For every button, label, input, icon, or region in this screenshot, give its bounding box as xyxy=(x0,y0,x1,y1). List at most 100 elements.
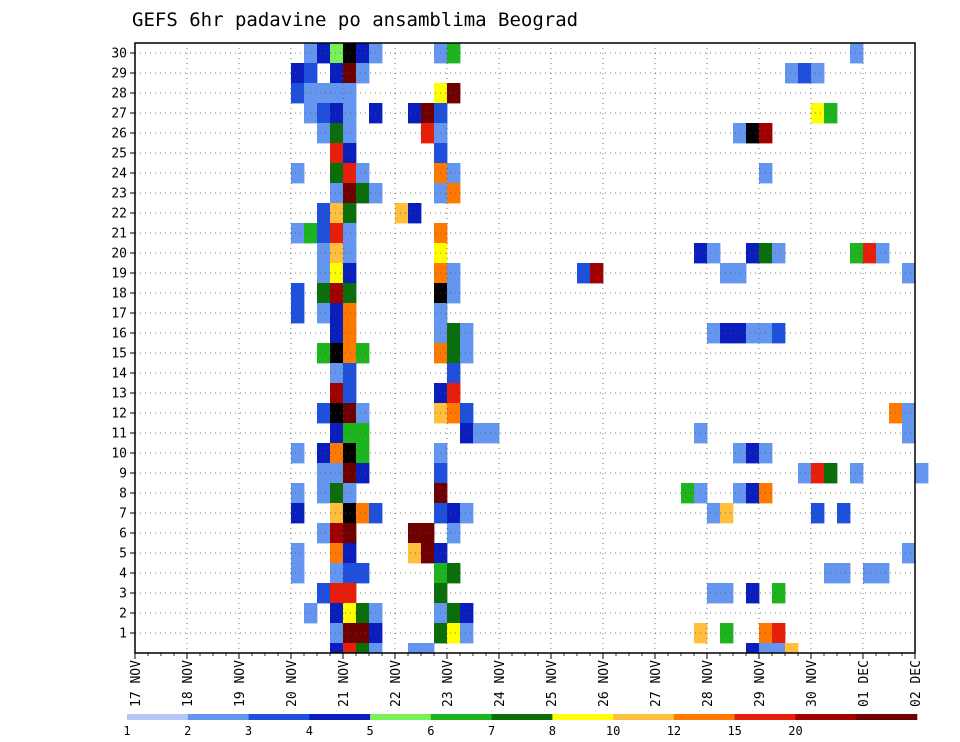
heatmap-cell xyxy=(746,643,760,654)
heatmap-cell xyxy=(330,423,344,444)
colorbar-swatch xyxy=(491,714,553,720)
colorbar-swatch xyxy=(309,714,371,720)
heatmap-cell xyxy=(317,583,331,604)
heatmap-cell xyxy=(447,163,461,184)
heatmap-cell xyxy=(460,623,474,644)
heatmap-cell xyxy=(330,263,344,284)
colorbar-swatch xyxy=(856,714,918,720)
heatmap-cell xyxy=(317,343,331,364)
heatmap-cell xyxy=(343,523,357,544)
heatmap-cell xyxy=(291,223,305,244)
heatmap-cell xyxy=(343,243,357,264)
heatmap-cell xyxy=(850,243,864,264)
x-tick-label: 24 NOV xyxy=(493,660,508,707)
heatmap-cell xyxy=(356,463,370,484)
y-tick-label: 25 xyxy=(111,147,127,162)
heatmap-cell xyxy=(486,423,500,444)
heatmap-cell xyxy=(746,123,760,144)
heatmap-cell xyxy=(330,623,344,644)
heatmap-cell xyxy=(343,263,357,284)
heatmap-cell xyxy=(343,623,357,644)
heatmap-cell xyxy=(330,463,344,484)
heatmap-cell xyxy=(798,463,812,484)
heatmap-cell xyxy=(330,43,344,64)
heatmap-cell xyxy=(356,503,370,524)
heatmap-cell xyxy=(369,643,383,654)
y-tick-label: 2 xyxy=(119,607,127,622)
heatmap-cell xyxy=(356,603,370,624)
heatmap-cell xyxy=(317,443,331,464)
y-tick-label: 8 xyxy=(119,487,127,502)
colorbar-label: 3 xyxy=(245,724,252,738)
heatmap-cell xyxy=(811,503,825,524)
heatmap-cell xyxy=(330,443,344,464)
heatmap-cell xyxy=(447,383,461,404)
heatmap-cell xyxy=(330,523,344,544)
y-tick-label: 26 xyxy=(111,127,127,142)
heatmap-cell xyxy=(460,323,474,344)
heatmap-cell xyxy=(317,223,331,244)
heatmap-cell xyxy=(330,63,344,84)
heatmap-cell xyxy=(785,63,799,84)
heatmap-cell xyxy=(317,123,331,144)
heatmap-cell xyxy=(720,323,734,344)
heatmap-cell xyxy=(772,323,786,344)
heatmap-cell xyxy=(343,563,357,584)
colorbar-label: 1 xyxy=(123,724,130,738)
heatmap-cell xyxy=(447,603,461,624)
heatmap-cell xyxy=(291,443,305,464)
heatmap-cell xyxy=(343,463,357,484)
heatmap-cell xyxy=(343,163,357,184)
x-tick-label: 21 NOV xyxy=(337,660,352,707)
x-tick-label: 30 NOV xyxy=(805,660,820,707)
heatmap-cell xyxy=(330,283,344,304)
heatmap-cell xyxy=(811,463,825,484)
heatmap-cell xyxy=(733,123,747,144)
heatmap-cell xyxy=(720,623,734,644)
heatmap-cell xyxy=(408,523,422,544)
colorbar-label: 20 xyxy=(788,724,802,738)
heatmap-cell xyxy=(356,43,370,64)
heatmap-cell xyxy=(330,383,344,404)
y-tick-label: 3 xyxy=(119,587,127,602)
x-tick-label: 20 NOV xyxy=(285,660,300,707)
heatmap-cell xyxy=(291,543,305,564)
heatmap-cell xyxy=(343,543,357,564)
heatmap-cell xyxy=(356,623,370,644)
heatmap-cell xyxy=(343,283,357,304)
heatmap-cell xyxy=(343,123,357,144)
heatmap-cell xyxy=(733,263,747,284)
heatmap-cell xyxy=(343,443,357,464)
heatmap-cell xyxy=(317,83,331,104)
heatmap-cell xyxy=(447,623,461,644)
heatmap-cell xyxy=(915,463,929,484)
heatmap-cell xyxy=(317,483,331,504)
y-tick-label: 4 xyxy=(119,567,127,582)
heatmap-cell xyxy=(356,63,370,84)
heatmap-cell xyxy=(577,263,591,284)
heatmap-cell xyxy=(876,243,890,264)
heatmap-cell xyxy=(330,83,344,104)
heatmap-cell xyxy=(395,203,409,224)
x-tick-label: 29 NOV xyxy=(753,660,768,707)
heatmap-cell xyxy=(330,103,344,124)
y-tick-label: 17 xyxy=(111,307,127,322)
heatmap-cell xyxy=(330,363,344,384)
heatmap-cell xyxy=(759,643,773,654)
y-tick-label: 9 xyxy=(119,467,127,482)
heatmap-cell xyxy=(681,483,695,504)
heatmap-cell xyxy=(343,643,357,654)
heatmap-cell xyxy=(447,403,461,424)
heatmap-cell xyxy=(330,163,344,184)
heatmap-cell xyxy=(330,123,344,144)
colorbar-swatch xyxy=(673,714,735,720)
x-tick-label: 25 NOV xyxy=(545,660,560,707)
heatmap-cell xyxy=(343,143,357,164)
heatmap-cell xyxy=(330,243,344,264)
colorbar-swatch xyxy=(430,714,492,720)
heatmap-cell xyxy=(330,543,344,564)
colorbar-label: 10 xyxy=(606,724,620,738)
heatmap-cell xyxy=(772,243,786,264)
heatmap-cell xyxy=(330,343,344,364)
